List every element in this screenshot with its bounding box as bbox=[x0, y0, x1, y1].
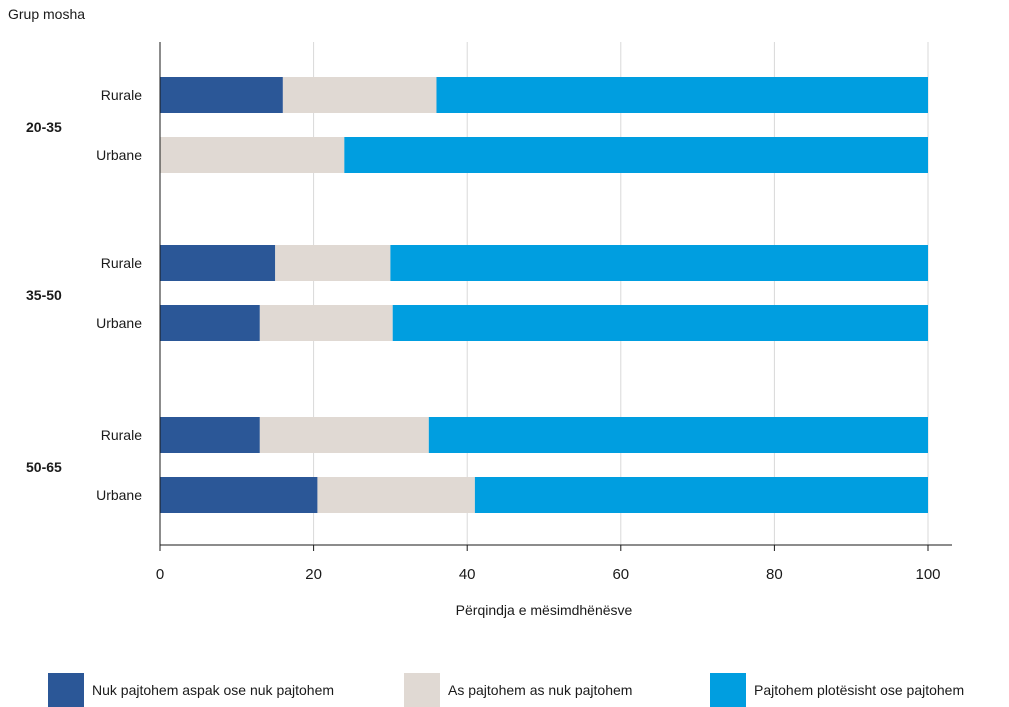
category-label: Urbane bbox=[96, 487, 142, 503]
legend-swatch bbox=[404, 673, 440, 707]
x-tick-label: 60 bbox=[612, 566, 629, 583]
category-label: Urbane bbox=[96, 315, 142, 331]
category-label: Urbane bbox=[96, 147, 142, 163]
bar bbox=[259, 417, 429, 453]
bar bbox=[160, 305, 260, 341]
x-tick-label: 20 bbox=[305, 566, 322, 583]
category-label: Rurale bbox=[101, 255, 142, 271]
bar bbox=[160, 77, 283, 113]
legend-swatch bbox=[48, 673, 84, 707]
legend-label: Nuk pajtohem aspak ose nuk pajtohem bbox=[92, 682, 335, 698]
x-axis-title: Përqindja e mësimdhënësve bbox=[455, 602, 633, 618]
bar bbox=[436, 77, 928, 113]
category-label: Rurale bbox=[101, 87, 142, 103]
bar bbox=[160, 137, 345, 173]
y-axis-title: Grup mosha bbox=[8, 6, 86, 22]
legend-item: Nuk pajtohem aspak ose nuk pajtohem bbox=[48, 673, 334, 707]
bar bbox=[160, 477, 318, 513]
legend: Nuk pajtohem aspak ose nuk pajtohem As pa… bbox=[48, 673, 1008, 707]
group-label: 20-35 bbox=[26, 119, 62, 135]
bar bbox=[275, 245, 391, 281]
x-tick-label: 100 bbox=[915, 566, 940, 583]
bar bbox=[259, 305, 393, 341]
chart-plot: Rurale Urbane 20-35 Rurale Urbane 35-50 Rurale… bbox=[26, 42, 952, 583]
bar bbox=[317, 477, 475, 513]
bar bbox=[392, 305, 929, 341]
bar bbox=[474, 477, 928, 513]
bar bbox=[160, 417, 260, 453]
bar bbox=[282, 77, 437, 113]
group-label: 50-65 bbox=[26, 459, 62, 475]
x-tick-label: 0 bbox=[156, 566, 164, 583]
legend-item: As pajtohem as nuk pajtohem bbox=[404, 673, 632, 707]
legend-label: Pajtohem plotësisht ose pajtohem bbox=[754, 682, 965, 698]
group-label: 35-50 bbox=[26, 287, 62, 303]
bar bbox=[160, 245, 276, 281]
x-tick-label: 80 bbox=[766, 566, 783, 583]
bar bbox=[390, 245, 928, 281]
bar bbox=[344, 137, 928, 173]
x-tick-label: 40 bbox=[459, 566, 476, 583]
legend-swatch bbox=[710, 673, 746, 707]
legend-label: As pajtohem as nuk pajtohem bbox=[448, 682, 633, 698]
legend-item: Pajtohem plotësisht ose pajtohem bbox=[710, 673, 964, 707]
category-label: Rurale bbox=[101, 427, 142, 443]
bar bbox=[428, 417, 928, 453]
